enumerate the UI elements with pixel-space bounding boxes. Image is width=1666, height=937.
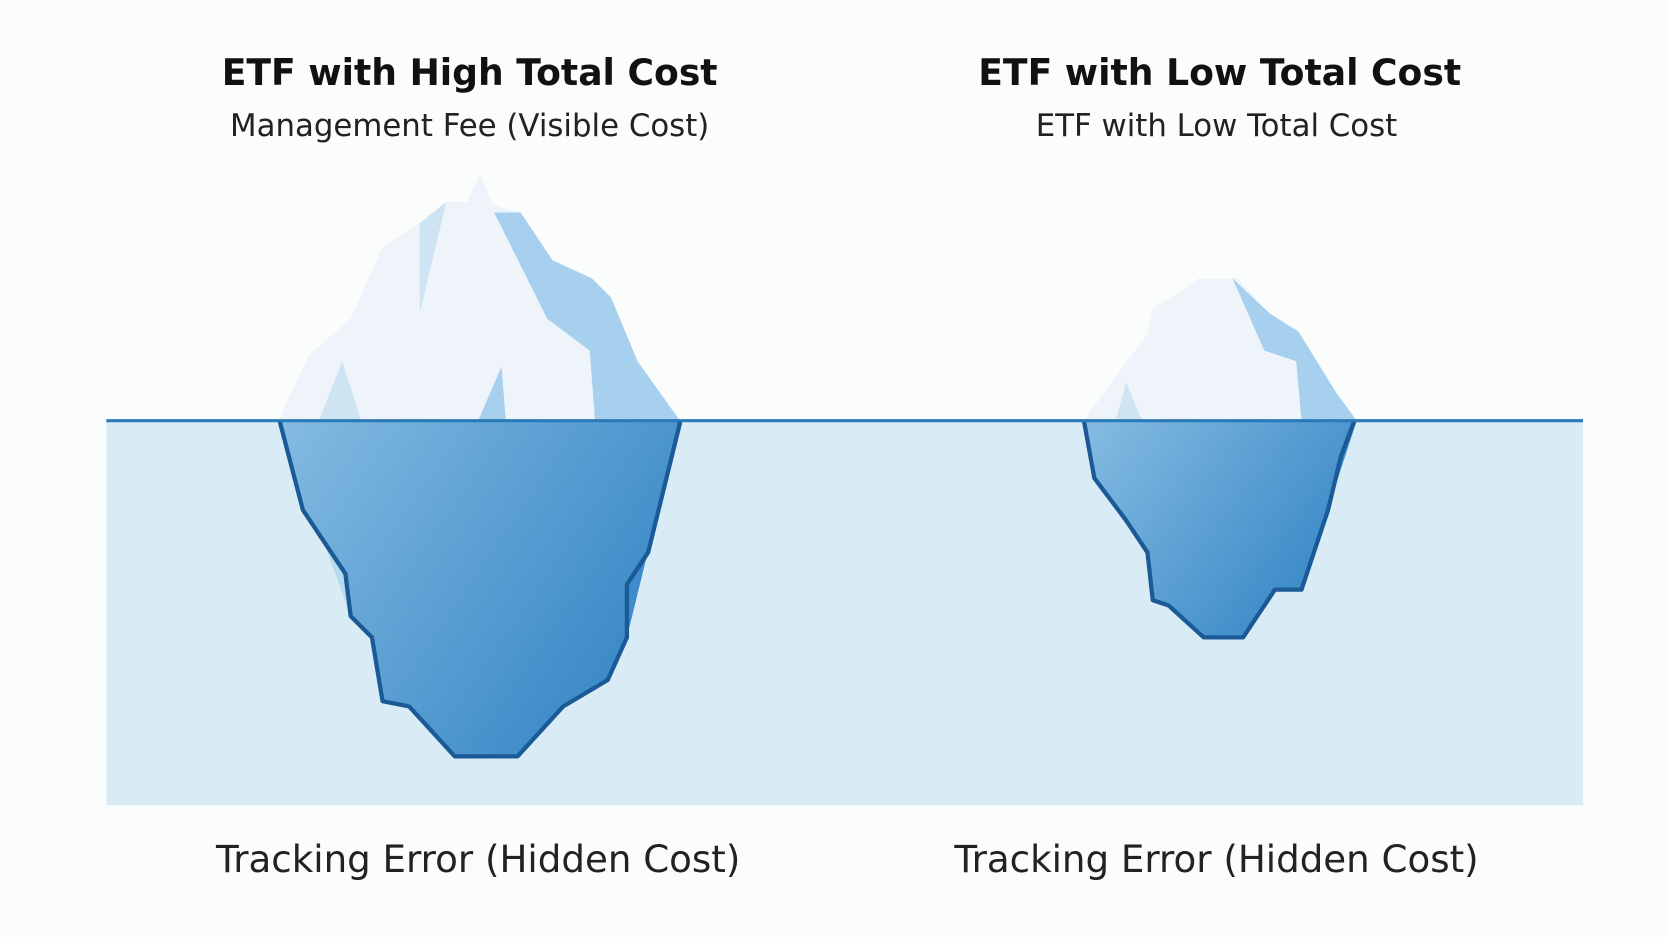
panel-title: ETF with High Total Cost (222, 51, 718, 94)
panel-caption: Tracking Error (Hidden Cost) (215, 837, 740, 881)
iceberg-small (1084, 278, 1357, 637)
panel-caption: Tracking Error (Hidden Cost) (953, 837, 1478, 881)
panel-title: ETF with Low Total Cost (978, 51, 1461, 94)
panel-subtitle: Management Fee (Visible Cost) (230, 108, 709, 144)
iceberg-large (278, 172, 680, 756)
panel-subtitle: ETF with Low Total Cost (1036, 108, 1398, 144)
